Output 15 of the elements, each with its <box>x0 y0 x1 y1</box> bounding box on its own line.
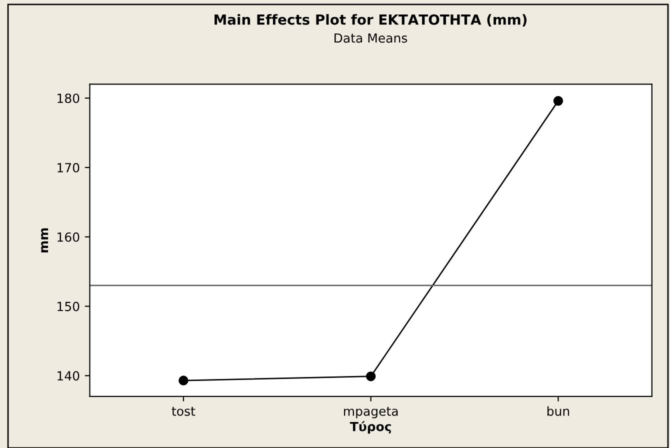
y-tick-label: 170 <box>58 162 80 172</box>
y-tick-label: 140 <box>58 371 80 381</box>
point <box>178 376 188 386</box>
chart-title: Main Effects Plot for ΕΚΤΑΤΟΤΗΤΑ (mm) <box>214 14 527 26</box>
y-tick-label: 180 <box>58 94 80 104</box>
y-tick-label: 160 <box>58 232 80 242</box>
x-tick-label: tost <box>172 406 196 416</box>
y-axis-title: mm <box>41 228 48 252</box>
x-tick-label: bun <box>547 406 570 416</box>
point <box>366 371 376 382</box>
x-tick-label: mpageta <box>344 406 398 418</box>
y-tick-label: 150 <box>58 302 80 312</box>
x-axis-title: Τύρος <box>350 421 391 434</box>
chart-subtitle: Data Means <box>334 33 408 43</box>
point <box>553 96 564 106</box>
